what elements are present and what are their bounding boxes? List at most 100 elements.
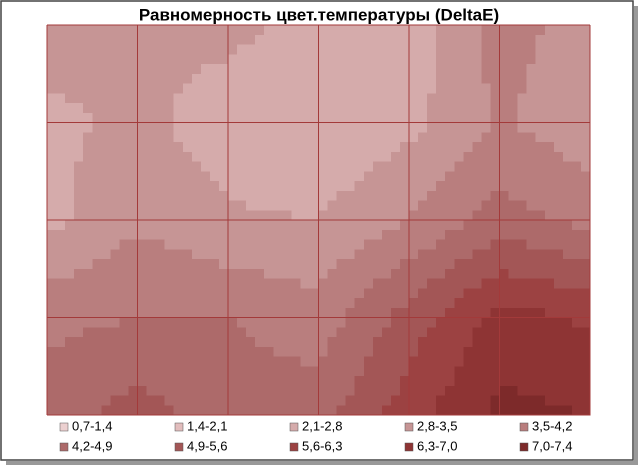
contour-cell [372,44,383,55]
contour-cell [209,356,220,367]
contour-cell [535,34,546,46]
contour-cell [309,171,320,182]
contour-cell [309,317,320,328]
contour-cell [372,366,383,377]
contour-cell [56,93,66,104]
contour-cell [463,73,473,85]
contour-cell [363,366,374,377]
contour-cell [300,64,311,75]
legend-swatch [289,442,299,452]
contour-cell [182,64,193,75]
contour-cell [454,366,464,377]
contour-cell [291,317,301,328]
contour-cell [282,395,292,406]
contour-cell [318,385,329,397]
contour-cell [137,239,148,250]
contour-cell [101,278,111,289]
contour-cell [92,249,102,260]
contour-cell [481,288,492,299]
contour-cell [580,132,591,143]
contour-cell [562,239,573,250]
contour-cell [399,405,410,416]
legend-swatch [174,442,184,452]
legend-label: 4,9-5,6 [187,438,227,453]
contour-cell [182,337,193,348]
contour-cell [282,337,292,348]
contour-cell [218,288,229,299]
contour-cell [155,239,166,250]
contour-cell [363,44,374,55]
contour-cell [228,366,238,377]
contour-cell [56,229,66,241]
contour-cell [309,161,320,172]
contour-cell [110,181,120,192]
contour-cell [399,54,410,65]
contour-cell [191,229,202,241]
contour-cell [409,278,419,289]
contour-cell [255,25,265,36]
contour-cell [92,405,102,416]
contour-cell [345,161,356,172]
contour-cell [490,249,501,260]
contour-cell [65,220,75,231]
contour-cell [363,122,374,133]
contour-cell [526,200,537,211]
contour-cell [56,122,66,133]
contour-cell [436,44,446,55]
contour-cell [110,346,120,358]
contour-cell [580,44,591,55]
contour-cell [146,259,157,270]
contour-cell [282,405,292,416]
contour-cell [354,327,365,338]
contour-cell [56,103,66,114]
contour-cell [327,288,338,299]
contour-cell [237,112,247,124]
contour-cell [273,337,283,348]
contour-cell [164,395,175,406]
contour-cell [191,317,202,328]
contour-cell [56,278,66,289]
contour-cell [228,83,238,94]
contour-cell [164,327,175,338]
contour-cell [363,112,374,124]
contour-cell [137,151,148,163]
contour-cell [535,327,546,338]
contour-cell [354,190,365,202]
contour-cell [273,142,283,153]
contour-cell [218,307,229,319]
contour-cell [517,103,528,114]
contour-cell [490,298,501,309]
contour-cell [336,249,347,260]
contour-cell [427,259,437,270]
contour-cell [490,239,501,250]
contour-cell [463,385,473,397]
contour-cell [56,73,66,85]
contour-cell [246,171,256,182]
contour-cell [191,366,202,377]
contour-cell [56,112,66,124]
contour-cell [300,210,311,221]
contour-cell [146,366,157,377]
contour-cell [200,298,211,309]
contour-cell [345,307,356,319]
contour-cell [363,395,374,406]
contour-cell [571,229,582,241]
contour-cell [544,34,555,46]
contour-cell [300,181,311,192]
contour-cell [255,93,265,104]
contour-cell [155,161,166,172]
contour-cell [146,317,157,328]
contour-cell [255,142,265,153]
contour-cell [553,298,564,309]
contour-cell [508,278,519,289]
contour-cell [237,210,247,221]
contour-cell [228,298,238,309]
contour-cell [318,249,329,260]
legend-swatch [59,442,69,452]
contour-cell [92,161,102,172]
contour-cell [409,395,419,406]
contour-cell [571,54,582,65]
contour-cell [110,239,120,250]
contour-cell [562,395,573,406]
contour-cell [327,83,338,94]
